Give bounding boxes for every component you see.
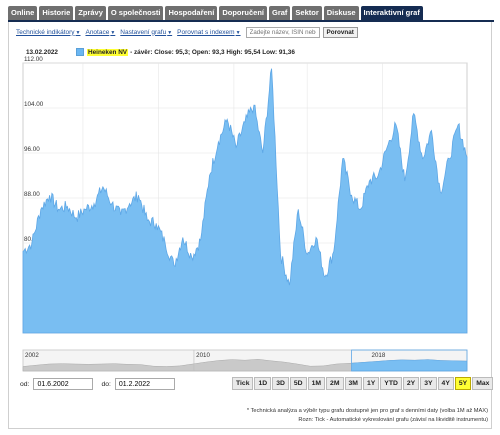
to-date-input[interactable] <box>114 378 175 390</box>
range-button-ytd[interactable]: YTD <box>380 377 402 390</box>
chevron-down-icon: ▼ <box>167 29 173 36</box>
chevron-down-icon: ▼ <box>235 29 241 36</box>
range-button-1y[interactable]: 1Y <box>362 377 380 390</box>
legend-date: 13.02.2022 <box>26 48 58 56</box>
navigator-year-label: 2002 <box>25 352 39 359</box>
date-range: od: do: <box>20 378 183 390</box>
navigator-selection <box>351 349 468 372</box>
range-button-5y[interactable]: 5Y <box>454 377 472 390</box>
chevron-down-icon: ▼ <box>75 29 81 36</box>
y-tick-label: 88.00 <box>24 191 40 198</box>
tab-interaktivní-graf[interactable]: Interaktivní graf <box>360 6 423 20</box>
range-buttons: Tick 1D 3D 5D 1M 2M 3M 1Y YTD 2Y 3Y 4Y 5Y Max <box>232 377 494 390</box>
range-button-max[interactable]: Max <box>472 377 494 390</box>
compare-index-link[interactable]: Porovnat s indexem▼ <box>177 28 241 36</box>
footnote-1: * Technická analýza a výběr typu grafu d… <box>246 408 488 414</box>
range-button-3y[interactable]: 3Y <box>420 377 437 390</box>
range-button-3m[interactable]: 3M <box>344 377 362 390</box>
tab-doporučení[interactable]: Doporučení <box>219 6 267 20</box>
tab-zprávy[interactable]: Zprávy <box>75 6 106 20</box>
range-button-3d[interactable]: 3D <box>272 377 289 390</box>
tab-graf[interactable]: Graf <box>269 6 291 20</box>
navigator-year-label: 2010 <box>196 352 210 359</box>
navigator-selected-series <box>351 359 467 371</box>
y-tick-label: 112.00 <box>24 56 43 63</box>
series-area <box>22 68 468 334</box>
tab-historie[interactable]: Historie <box>39 6 74 20</box>
compare-search-input[interactable] <box>245 26 320 38</box>
chart-settings-link[interactable]: Nastavení grafu▼ <box>120 28 173 36</box>
range-button-1d[interactable]: 1D <box>254 377 272 390</box>
series-name: Heineken NV <box>87 48 129 56</box>
to-label: do: <box>101 380 111 388</box>
chart-legend: 13.02.2022 Heineken NV - závěr: Close: 9… <box>26 47 295 57</box>
y-tick-label: 104.00 <box>24 101 44 108</box>
from-label: od: <box>20 380 30 388</box>
from-date-input[interactable] <box>33 378 94 390</box>
tab-online[interactable]: Online <box>8 6 38 20</box>
tab-hospodaření[interactable]: Hospodaření <box>165 6 218 20</box>
tab-sektor[interactable]: Sektor <box>292 6 322 20</box>
tab-underline <box>8 20 494 22</box>
legend-stats: - závěr: Close: 95,3; Open: 93,3 High: 9… <box>130 48 295 56</box>
compare-button[interactable]: Porovnat <box>322 26 358 38</box>
range-button-2m[interactable]: 2M <box>326 377 344 390</box>
range-button-4y[interactable]: 4Y <box>437 377 454 390</box>
tab-bar: Online Historie Zprávy O společnosti Hospoda… <box>8 6 423 20</box>
technical-indicators-link[interactable]: Technické indikátory▼ <box>16 28 81 36</box>
footnote-2: Rozn: Tick - Automatické vykreslování gr… <box>298 417 488 423</box>
range-button-1m[interactable]: 1M <box>307 377 326 390</box>
range-button-5d[interactable]: 5D <box>289 377 307 390</box>
series-swatch <box>76 48 84 56</box>
content-frame <box>8 22 492 429</box>
y-tick-label: 96.00 <box>24 146 40 153</box>
chart-toolbar: Technické indikátory▼ Anotace▼ Nastavení… <box>16 25 358 39</box>
range-button-2y[interactable]: 2Y <box>402 377 420 390</box>
range-button-tick[interactable]: Tick <box>232 377 254 390</box>
tab-diskuse[interactable]: Diskuse <box>323 6 359 20</box>
chevron-down-icon: ▼ <box>110 29 116 36</box>
tab-o-společnosti[interactable]: O společnosti <box>107 6 164 20</box>
navigator-year-label: 2018 <box>372 352 386 359</box>
annotations-link[interactable]: Anotace▼ <box>85 28 116 36</box>
